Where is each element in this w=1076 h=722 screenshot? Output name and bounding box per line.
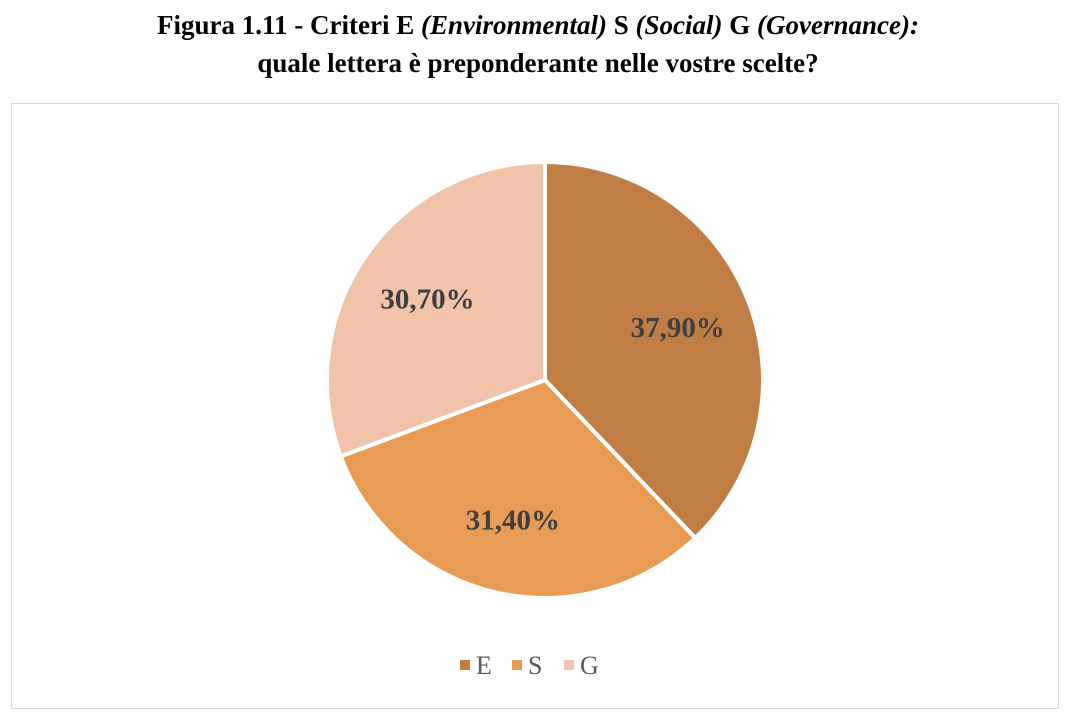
legend-swatch-g <box>564 660 574 670</box>
chart-title: Figura 1.11 - Criteri E (Environmental) … <box>0 6 1076 82</box>
legend-label-s: S <box>528 651 542 680</box>
data-label-s: 31,40% <box>466 504 560 536</box>
data-label-g: 30,70% <box>380 284 474 316</box>
legend-label-g: G <box>580 651 599 680</box>
pie-slice-g <box>325 160 547 459</box>
chart-title-line2: quale lettera è preponderante nelle vost… <box>257 48 819 78</box>
legend-swatch-s <box>512 660 522 670</box>
legend-swatch-e <box>460 660 470 670</box>
pie-slice-e <box>543 160 765 540</box>
data-label-e: 37,90% <box>631 312 725 344</box>
pie-slice-s <box>338 378 698 600</box>
legend-label-e: E <box>476 651 492 680</box>
chart-title-line1: Figura 1.11 - Criteri E (Environmental) … <box>157 10 919 40</box>
